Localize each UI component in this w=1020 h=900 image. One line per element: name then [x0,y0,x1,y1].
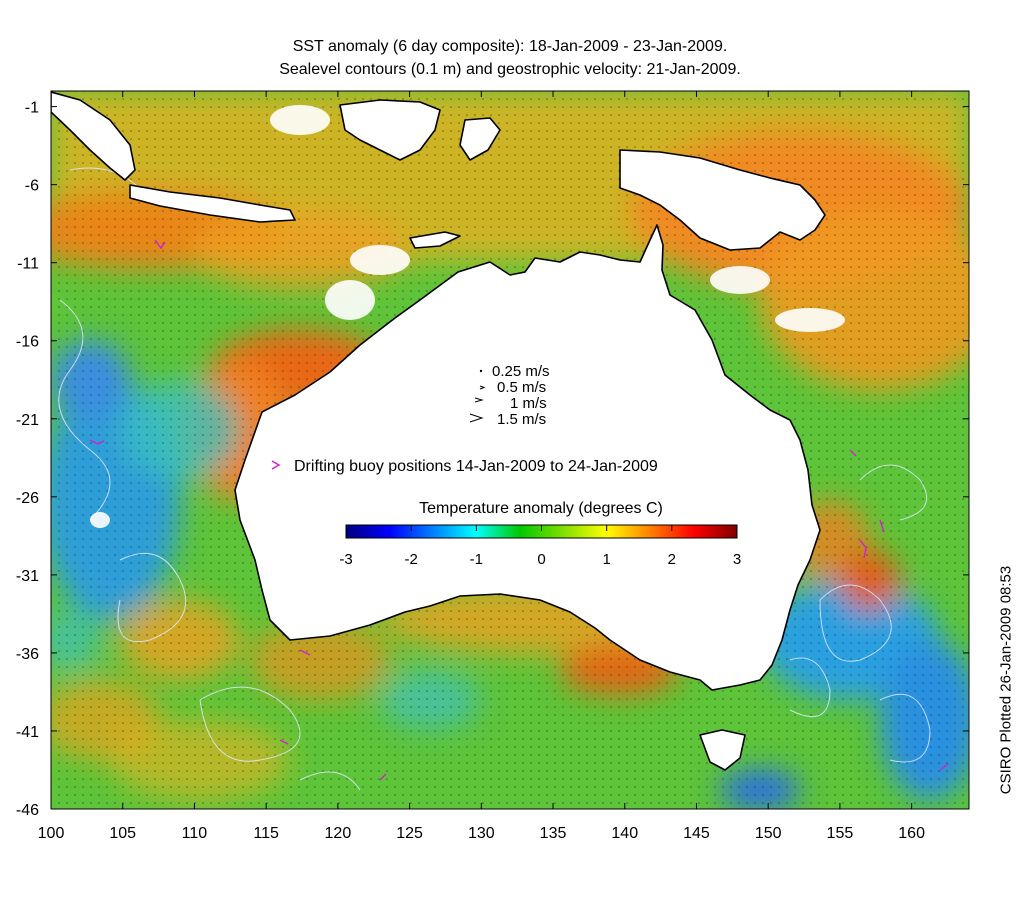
y-axis-tick-label: -21 [16,412,39,429]
colorbar-ticks: -3 -2 -1 0 1 2 3 [339,525,741,568]
y-axis-tick-label: -31 [16,568,39,585]
x-axis-tick-label: 125 [396,825,423,842]
x-axis-tick-label: 160 [898,825,925,842]
colorbar-tick-label: 1 [602,551,610,568]
velocity-legend: 0.25 m/s 0.5 m/s 1 m/s 1.5 m/s [469,363,550,428]
x-axis-tick-label: 100 [38,825,65,842]
australia-landmass [234,224,821,691]
y-axis-tick-label: -16 [16,334,39,351]
x-axis-tick-label: 115 [253,825,279,842]
velocity-legend-marker-1 [479,369,483,373]
colorbar-tick-label: -2 [404,551,417,568]
timor-landmass [409,231,461,249]
colorbar-tick-label: 0 [537,551,545,568]
drifting-buoy-tracks [89,239,949,781]
colorbar: Temperature anomaly (degrees C) -3 -2 -1 0 1… [339,500,741,568]
y-axis-tick-label: -36 [16,646,39,663]
sst-field [51,91,969,809]
y-axis-tick-label: -26 [16,490,39,507]
velocity-legend-marker-4 [469,413,484,423]
map-title-line-2: Sealevel contours (0.1 m) and geostrophi… [279,61,741,78]
y-axis: -1-6-11-16-21-26-31-36-41-46 [16,100,969,819]
x-axis: 100 105 110 115 120 125 130 135 140 145 150 155 160 [38,91,925,842]
buoy-legend-marker [271,460,281,470]
velocity-legend-marker-3 [474,397,484,403]
credit-label: CSIRO Plotted 26-Jan-2009 08:53 [997,565,1015,795]
y-axis-tick-label: -1 [25,100,39,117]
sulawesi-landmass [459,117,501,161]
land-masses [51,91,826,771]
java-landmass [129,184,296,223]
x-axis-tick-label: 155 [827,825,854,842]
y-axis-tick-label: -46 [16,802,39,819]
x-axis-tick-label: 120 [325,825,352,842]
map-title-line-1: SST anomaly (6 day composite): 18-Jan-20… [292,38,728,55]
tasmania-landmass [699,729,746,771]
velocity-legend-label-4: 1.5 m/s [497,411,546,428]
x-axis-tick-label: 130 [468,825,495,842]
velocity-legend-label-2: 0.5 m/s [497,379,546,396]
y-axis-tick-label: -6 [25,178,39,195]
x-axis-tick-label: 105 [109,825,136,842]
colorbar-tick-label: -1 [470,551,483,568]
x-axis-tick-label: 135 [540,825,567,842]
borneo-landmass [339,99,441,161]
colorbar-tick-label: 3 [733,551,741,568]
sumatra-landmass [51,91,136,181]
x-axis-tick-label: 140 [611,825,638,842]
no-data-patches [90,105,845,528]
colorbar-tick-label: -3 [339,551,352,568]
velocity-legend-marker-2 [479,385,486,390]
x-axis-tick-label: 145 [683,825,710,842]
x-axis-tick-label: 150 [755,825,782,842]
velocity-legend-label-1: 0.25 m/s [492,363,550,380]
buoy-legend: Drifting buoy positions 14-Jan-2009 to 2… [271,458,658,475]
y-axis-tick-label: -41 [16,724,39,741]
colorbar-tick-label: 2 [668,551,676,568]
colorbar-title: Temperature anomaly (degrees C) [419,500,663,517]
new-guinea-landmass [619,149,826,251]
map-frame [50,90,970,810]
x-axis-tick-label: 110 [182,825,208,842]
buoy-legend-label: Drifting buoy positions 14-Jan-2009 to 2… [294,458,658,475]
y-axis-tick-label: -11 [17,256,39,273]
velocity-legend-label-3: 1 m/s [510,395,547,412]
